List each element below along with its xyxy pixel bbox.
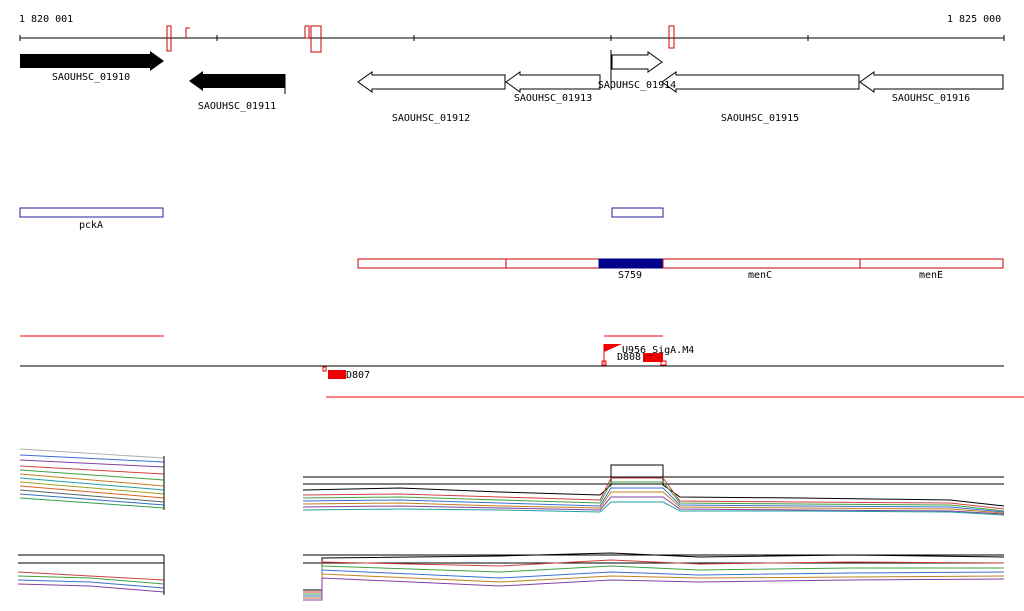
axis-end-label: 1 825 000 <box>947 14 1002 25</box>
gene-arrow-01915[interactable] <box>661 71 860 93</box>
expression-panel-1 <box>19 448 1005 516</box>
gene-arrow-01910[interactable] <box>20 51 164 71</box>
operon-01914[interactable] <box>611 207 664 218</box>
feature-label-sigA: U956_SigA.M4 <box>622 345 695 356</box>
gene-label-01912: SAOUHSC_01912 <box>391 113 471 124</box>
gene-arrow-01912[interactable] <box>357 71 506 93</box>
feature-d808[interactable] <box>643 353 663 362</box>
transcript-menE[interactable] <box>859 258 1004 269</box>
transcript-label-s759: S759 <box>617 270 643 281</box>
feature-label-d807: D807 <box>346 370 371 381</box>
transcript-menC[interactable] <box>662 258 861 269</box>
axis-start-label: 1 820 001 <box>19 14 74 25</box>
gene-label-01916: SAOUHSC_01916 <box>891 93 971 104</box>
gene-arrow-01911[interactable] <box>189 71 285 91</box>
gene-label-01915: SAOUHSC_01915 <box>720 113 800 124</box>
feature-d807[interactable] <box>328 370 346 379</box>
transcript-label-menE: menE <box>918 270 944 281</box>
expression-panel-2 <box>17 552 1005 601</box>
gene-label-01913: SAOUHSC_01913 <box>513 93 593 104</box>
transcript-label-menC: menC <box>747 270 773 281</box>
transcript-s759[interactable] <box>598 258 664 269</box>
feature-sigA-flag[interactable] <box>604 344 622 352</box>
gene-label-01911: SAOUHSC_01911 <box>197 101 277 112</box>
operon-label-pckA: pckA <box>78 220 104 231</box>
feature-label-d808: D808 <box>617 352 642 363</box>
gene-label-01914: SAOUHSC_01914 <box>597 80 677 91</box>
coordinate-axis <box>19 25 1005 53</box>
transcript-segment-2[interactable] <box>505 258 600 269</box>
gene-arrow-01913[interactable] <box>505 71 601 93</box>
gene-arrow-01916[interactable] <box>859 71 1004 93</box>
transcript-segment-1[interactable] <box>357 258 507 269</box>
gene-arrow-01914[interactable] <box>611 51 663 73</box>
operon-pckA[interactable] <box>19 207 164 218</box>
gene-label-01910: SAOUHSC_01910 <box>51 72 131 83</box>
